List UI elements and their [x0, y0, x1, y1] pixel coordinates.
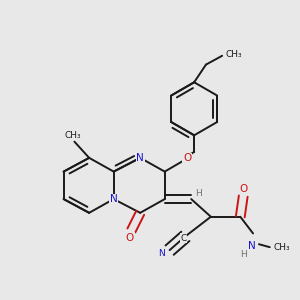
Text: N: N [136, 153, 144, 163]
Text: N: N [110, 194, 118, 204]
Text: C: C [180, 234, 187, 243]
Text: CH₃: CH₃ [64, 131, 81, 140]
Text: N: N [158, 249, 165, 258]
Text: H: H [240, 250, 247, 259]
Text: O: O [240, 184, 248, 194]
Text: CH₃: CH₃ [273, 243, 290, 252]
Text: CH₃: CH₃ [225, 50, 242, 59]
Text: O: O [183, 153, 191, 163]
Text: O: O [126, 233, 134, 243]
Text: H: H [195, 189, 202, 198]
Text: N: N [248, 241, 256, 251]
